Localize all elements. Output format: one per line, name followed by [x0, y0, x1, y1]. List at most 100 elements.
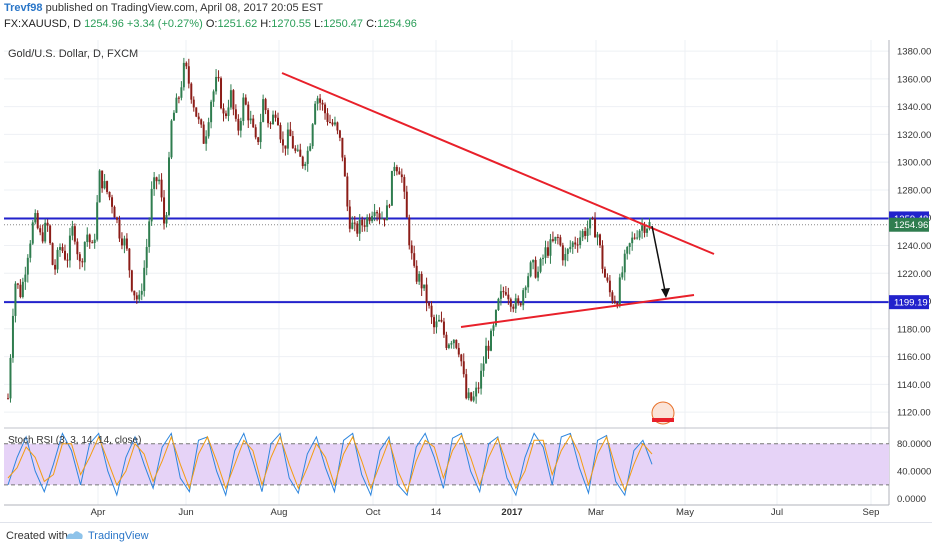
candle-body [373, 212, 376, 216]
candle-body [289, 129, 292, 137]
candle-body [497, 298, 500, 311]
candle-body [190, 83, 193, 100]
candle-body [631, 237, 634, 244]
candle-body [123, 238, 126, 246]
candle-body [544, 247, 547, 258]
candle-body [118, 219, 121, 239]
candle-body [499, 291, 502, 299]
candle-body [361, 219, 364, 226]
candle-body [39, 228, 42, 233]
candle-body [187, 66, 190, 84]
candle-body [341, 137, 344, 158]
candle-body [76, 241, 79, 255]
projection-arrowhead [661, 288, 670, 298]
candle-body [237, 118, 240, 131]
candle-body [618, 277, 621, 307]
low-value: 1250.47 [323, 18, 364, 30]
publish-info: published on TradingView.com, April 08, … [45, 2, 324, 14]
candle-body [584, 231, 587, 236]
candle-body [106, 181, 109, 192]
candle-body [220, 78, 223, 109]
price-axis[interactable]: 1120.001140.001160.001180.001200.001220.… [888, 40, 931, 505]
candle-body [150, 188, 153, 222]
candle-body [267, 110, 270, 124]
candle-body [455, 339, 458, 348]
candle-body [564, 254, 567, 261]
candle-body [205, 136, 208, 144]
author-link[interactable]: Trevf98 [4, 2, 43, 14]
candle-body [351, 222, 354, 229]
candle-body [378, 213, 381, 219]
candle-body [232, 90, 235, 110]
candle-body [304, 163, 307, 167]
candle-body [160, 179, 163, 198]
candle-body [527, 276, 530, 288]
tradingview-logo-icon[interactable] [64, 528, 84, 542]
candle-body [98, 170, 101, 203]
candle-body [113, 206, 116, 218]
candle-body [63, 250, 66, 260]
time-axis[interactable]: Apr Jun Aug Oct 14 2017 Mar May Jul Sep [91, 507, 880, 518]
candle-body [326, 113, 329, 122]
candle-body [155, 177, 158, 182]
candle-body [36, 213, 39, 229]
candle-body [598, 234, 601, 246]
candle-body [73, 226, 76, 242]
candle-body [41, 232, 44, 242]
candle-body [254, 127, 257, 138]
time-tick-label: Mar [588, 507, 604, 518]
candle-body [594, 218, 597, 238]
candle-body [403, 177, 406, 192]
candle-body [163, 197, 166, 224]
candle-body [420, 273, 423, 289]
candle-body [581, 231, 584, 238]
candle-body [88, 234, 91, 243]
time-tick-label: 14 [431, 507, 442, 518]
last-price: 1254.96 [84, 18, 124, 30]
rsi-tick-label: 40.0000 [897, 467, 931, 478]
candle-body [26, 257, 29, 275]
candle-body [621, 272, 624, 278]
candle-body [408, 217, 411, 246]
candle-body [475, 387, 478, 397]
low-label: L: [314, 18, 324, 30]
trading-chart[interactable]: 1120.001140.001160.001180.001200.001220.… [0, 0, 932, 522]
candle-body [492, 325, 495, 331]
footer: Created with TradingView [0, 522, 932, 551]
candle-body [390, 170, 393, 206]
support-trendline [460, 294, 695, 328]
candle-body [430, 305, 433, 318]
price-tick-label: 1220.00 [897, 269, 931, 280]
candle-body [418, 273, 421, 282]
candle-body [596, 234, 599, 238]
candle-body [86, 234, 89, 242]
close-value: 1254.96 [377, 18, 417, 30]
candle-body [338, 130, 341, 138]
candle-body [571, 242, 574, 247]
candle-body [549, 239, 552, 256]
price-tick-label: 1300.00 [897, 158, 931, 169]
candle-body [648, 222, 651, 229]
ohlc-line: FX:XAUUSD, D 1254.96 +3.34 (+0.27%) O:12… [4, 18, 417, 30]
candle-body [306, 150, 309, 164]
tradingview-brand-link[interactable]: TradingView [88, 530, 149, 542]
candle-body [215, 76, 218, 92]
candle-body [321, 102, 324, 105]
candle-body [78, 254, 81, 262]
candle-body [66, 259, 69, 261]
candle-body [16, 283, 19, 285]
rsi-series-line [7, 434, 653, 494]
candle-body [385, 205, 388, 221]
candle-body [165, 215, 168, 224]
candle-body [415, 265, 418, 282]
candle-body [452, 339, 455, 344]
candle-body [108, 191, 111, 198]
price-tick-label: 1280.00 [897, 185, 931, 196]
candle-body [24, 274, 27, 282]
candle-body [532, 259, 535, 263]
candle-body [343, 157, 346, 177]
candle-body [460, 354, 463, 362]
candle-body [576, 244, 579, 246]
candle-body [185, 62, 188, 67]
candle-body [482, 363, 485, 371]
